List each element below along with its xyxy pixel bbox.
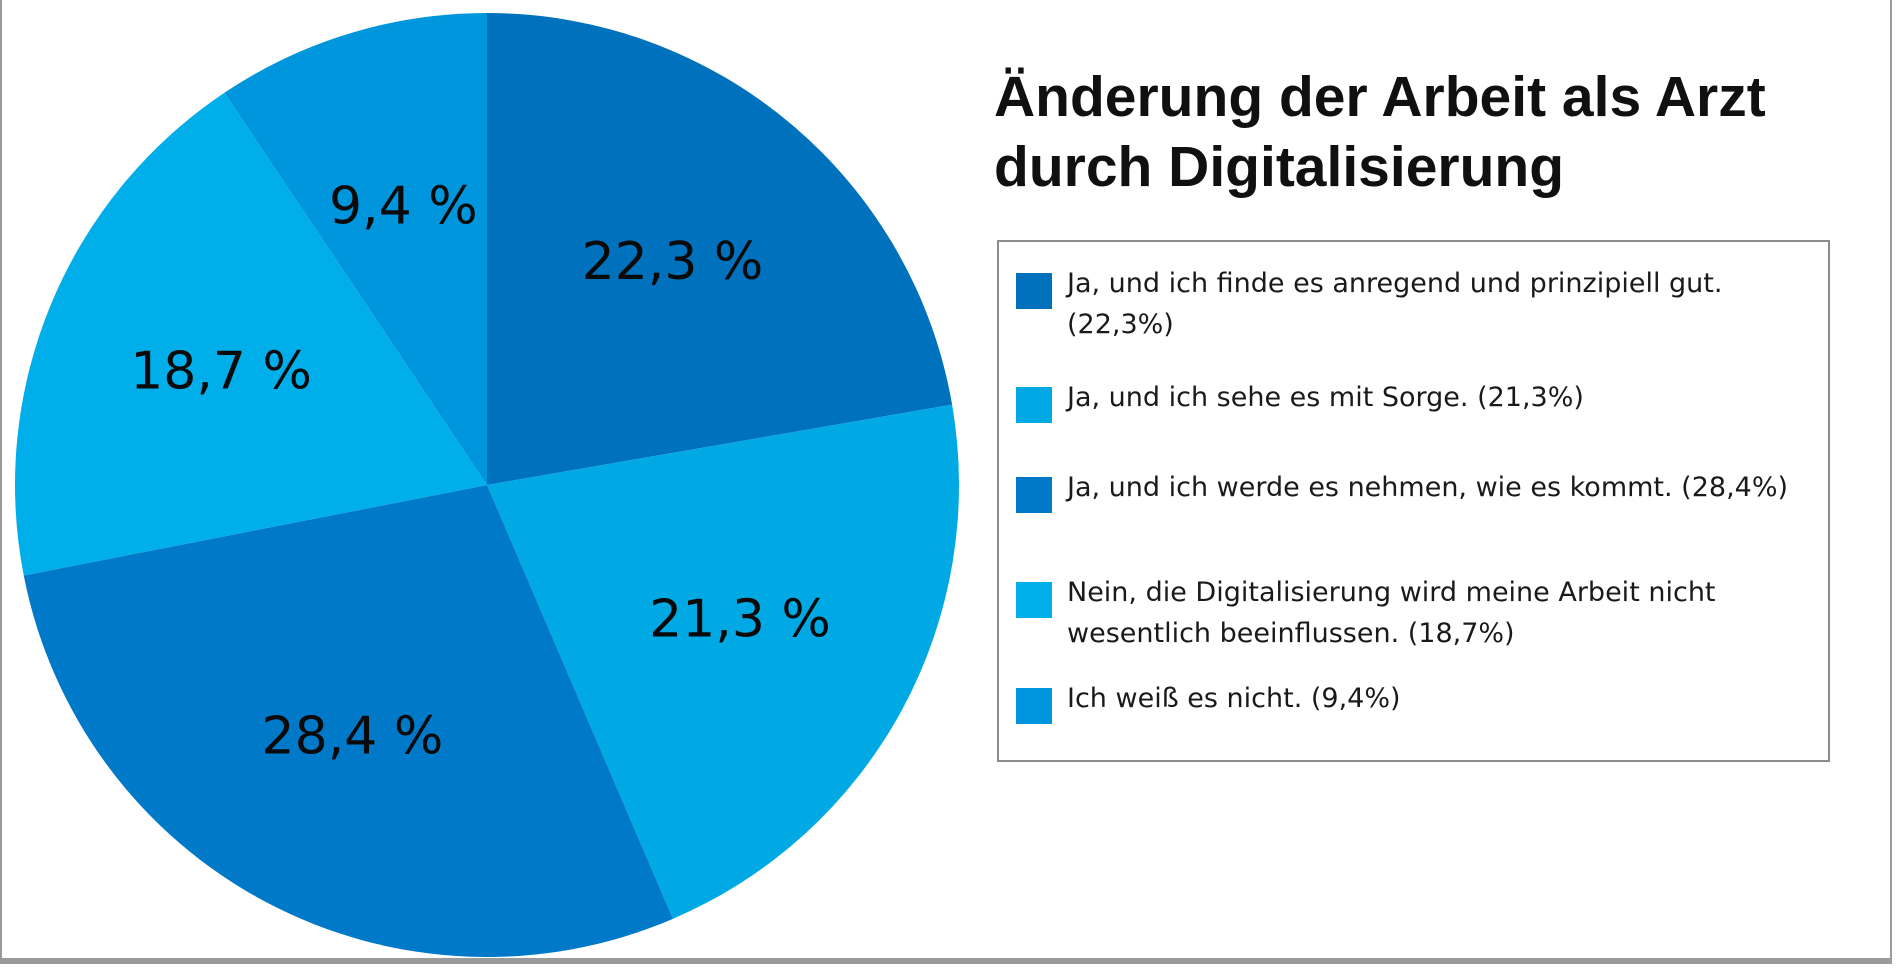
- legend-swatch-4: [1016, 582, 1052, 618]
- pie-slice-4: [14, 92, 488, 576]
- legend-swatch-5: [1016, 688, 1052, 724]
- legend-label-2: Ja, und ich sehe es mit Sorge. (21,3%): [1067, 382, 1584, 413]
- pie-slice-label-5: 9,4 %: [329, 177, 478, 237]
- legend-label-5: Ich weiß es nicht. (9,4%): [1067, 683, 1401, 714]
- pie-slice-1: [487, 13, 953, 485]
- pie-slices: [14, 13, 959, 958]
- chart-title: Änderung der Arbeit als Arzt durch Digit…: [994, 65, 1766, 199]
- legend-swatch-3: [1016, 477, 1052, 513]
- legend: Ja, und ich finde es anregend und prinzi…: [997, 240, 1830, 762]
- legend-label-3: Ja, und ich werde es nehmen, wie es komm…: [1067, 472, 1789, 503]
- pie-chart: 22,3 % 21,3 % 28,4 % 18,7 % 9,4 %: [14, 13, 959, 958]
- legend-label-1: Ja, und ich finde es anregend und prinzi…: [1067, 268, 1723, 340]
- pie-slice-label-2: 21,3 %: [649, 589, 831, 649]
- legend-swatch-2: [1016, 387, 1052, 423]
- pie-slice-3: [23, 485, 673, 958]
- legend-label-4: Nein, die Digitalisierung wird meine Arb…: [1067, 577, 1716, 649]
- pie-slice-2: [487, 404, 959, 919]
- pie-slice-5: [224, 13, 487, 485]
- pie-slice-label-4: 18,7 %: [130, 342, 312, 402]
- pie-slice-label-3: 28,4 %: [262, 707, 444, 767]
- pie-slice-labels: 22,3 % 21,3 % 28,4 % 18,7 % 9,4 %: [130, 177, 831, 767]
- legend-swatch-1: [1016, 273, 1052, 309]
- pie-slice-label-1: 22,3 %: [582, 232, 764, 292]
